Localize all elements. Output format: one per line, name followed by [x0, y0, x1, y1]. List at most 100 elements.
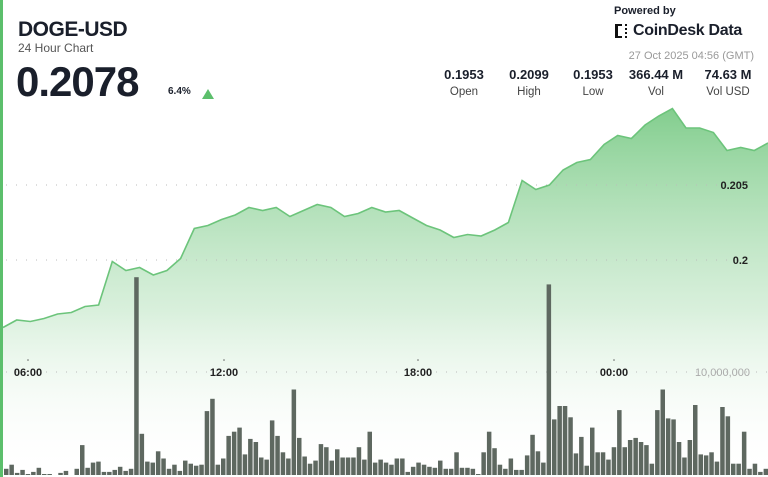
volume-bar — [324, 447, 329, 475]
volume-bar — [562, 406, 568, 475]
volume-bar — [622, 447, 627, 475]
stat-value: 0.2099 — [509, 67, 549, 82]
volume-bar — [383, 462, 389, 475]
volume-bar — [481, 452, 486, 475]
volume-bar — [731, 463, 736, 475]
volume-bar — [649, 463, 655, 475]
pair-title: DOGE-USD — [18, 18, 128, 41]
volume-bar — [123, 470, 128, 475]
volume-tick-label: 10,000,000 — [695, 367, 750, 379]
stat-open: 0.1953 Open — [429, 67, 499, 98]
logo-text: CoinDesk Data — [633, 22, 743, 39]
up-arrow-icon — [202, 89, 214, 99]
volume-bar — [101, 471, 107, 475]
volume-bar — [470, 468, 476, 475]
volume-bar — [221, 458, 226, 475]
stat-value: 74.63 M — [704, 67, 752, 82]
volume-bar — [231, 431, 237, 475]
volume-bar — [107, 471, 112, 475]
volume-bar — [20, 469, 25, 475]
volume-bar — [155, 451, 161, 475]
stat-label: Vol USD — [706, 86, 750, 98]
volume-bar — [269, 420, 275, 475]
volume-bar — [400, 458, 405, 475]
volume-bar — [275, 435, 280, 475]
volume-bar — [63, 470, 69, 475]
volume-bar — [210, 398, 215, 475]
volume-bar — [638, 442, 644, 475]
volume-bar — [47, 474, 52, 475]
price-area — [3, 108, 768, 475]
volume-bar — [150, 462, 155, 475]
chart-subtitle: 24 Hour Chart — [18, 41, 94, 55]
x-tick-mark — [613, 359, 615, 361]
volume-bar — [166, 468, 172, 475]
volume-bar — [264, 459, 269, 475]
volume-bar — [600, 452, 606, 475]
volume-bar — [508, 458, 514, 475]
volume-bar — [682, 457, 687, 475]
volume-bar — [465, 467, 470, 475]
volume-bar — [448, 468, 454, 475]
volume-bar — [193, 465, 199, 475]
volume-bar — [703, 455, 709, 475]
volume-bar — [362, 459, 367, 475]
volume-bar — [177, 470, 183, 475]
stat-vol: 366.44 M Vol — [621, 67, 691, 98]
volume-bar — [14, 472, 20, 475]
volume-bar — [161, 458, 166, 475]
volume-bar — [248, 438, 253, 475]
volume-bar — [432, 467, 438, 475]
x-tick-label: 06:00 — [14, 367, 42, 379]
volume-bar — [644, 445, 649, 475]
volume-bar — [372, 462, 378, 475]
volume-bar — [541, 462, 546, 475]
price-change: 6.4% — [168, 86, 191, 97]
grid — [6, 184, 768, 373]
volume-bar — [763, 468, 768, 475]
volume-bar — [394, 458, 400, 475]
powered-by: Powered by — [614, 5, 676, 17]
volume-bar — [579, 436, 584, 475]
volume-bar — [595, 452, 600, 475]
volume-bar — [627, 440, 633, 475]
timestamp: 27 Oct 2025 04:56 (GMT) — [628, 50, 754, 62]
volume-bar — [709, 452, 714, 475]
volume-bar — [530, 434, 535, 475]
volume-bar — [329, 460, 334, 475]
volume-bar — [42, 474, 47, 475]
volume-bar — [340, 457, 345, 475]
x-tick-label: 00:00 — [600, 367, 628, 379]
volume-bar — [356, 447, 362, 475]
volume-bar — [226, 435, 231, 475]
volume-bar — [215, 464, 221, 475]
volume-bar — [617, 410, 622, 475]
coindesk-logo: CoinDesk Data — [614, 22, 742, 40]
volume-bar — [237, 427, 242, 475]
volume-bar — [438, 460, 443, 475]
volume-bar — [736, 463, 741, 475]
stat-high: 0.2099 High — [494, 67, 564, 98]
volume-bar — [36, 467, 42, 475]
stat-low: 0.1953 Low — [558, 67, 628, 98]
volume-bar — [671, 419, 676, 475]
volume-bar — [546, 284, 552, 475]
volume-bar — [535, 451, 541, 475]
volume-bar — [454, 452, 459, 475]
y-tick-label: 0.2 — [733, 255, 748, 267]
volume-bar — [497, 464, 503, 475]
volume-bar — [606, 459, 611, 475]
volume-bar — [693, 405, 698, 475]
volume-bar — [687, 440, 693, 475]
volume-bar — [557, 406, 562, 475]
volume-bar — [698, 454, 703, 475]
volume-bar — [112, 469, 117, 475]
stat-value: 366.44 M — [628, 67, 684, 82]
current-price: 0.2078 — [16, 58, 139, 105]
volume-bar — [410, 466, 416, 475]
volume-bar — [302, 456, 307, 475]
volume-bar — [405, 471, 410, 475]
volume-bar — [747, 468, 752, 475]
volume-bar — [318, 444, 324, 475]
